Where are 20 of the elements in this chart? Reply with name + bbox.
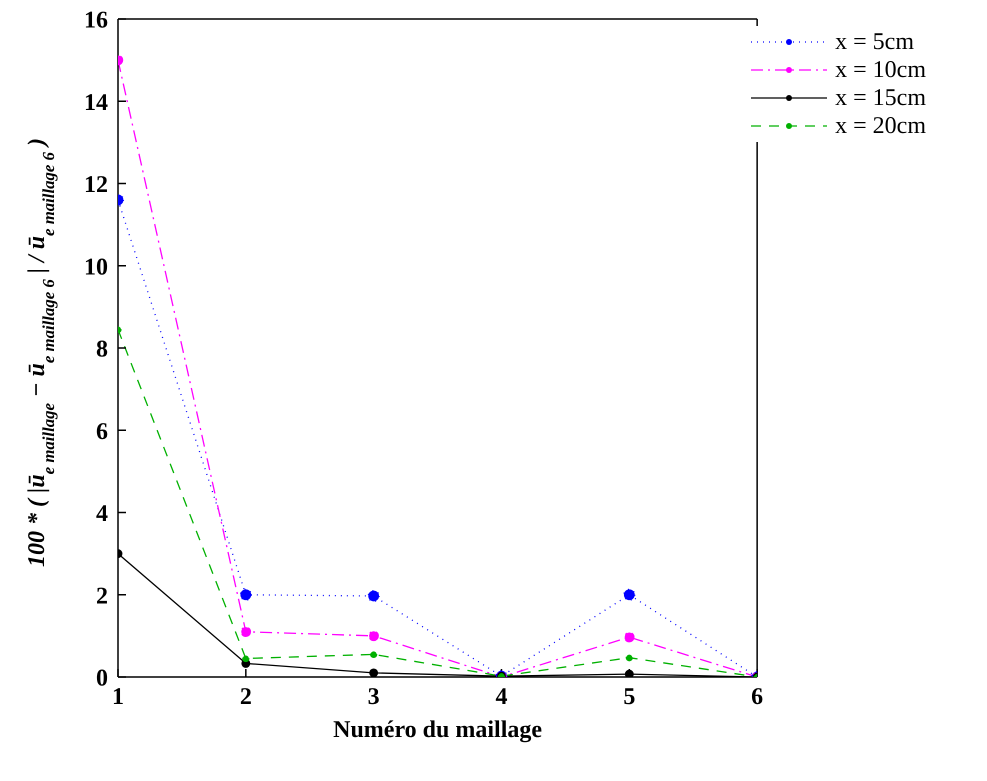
x-tick-label: 1 bbox=[112, 684, 124, 710]
legend-label: x = 10cm bbox=[835, 56, 926, 84]
y-tick-label: 8 bbox=[96, 336, 108, 363]
x-tick-label: 5 bbox=[623, 684, 636, 710]
y-tick-label: 0 bbox=[96, 666, 108, 692]
legend-label: x = 5cm bbox=[835, 28, 914, 56]
x-tick-label: 6 bbox=[751, 684, 764, 710]
y-tick-label: 6 bbox=[96, 418, 108, 445]
legend-label: x = 15cm bbox=[835, 84, 926, 112]
x-tick-label: 4 bbox=[495, 684, 508, 710]
x-tick-label: 3 bbox=[368, 684, 380, 710]
y-tick-label: 10 bbox=[84, 254, 108, 280]
y-tick-label: 12 bbox=[84, 172, 108, 198]
y-tick-label: 16 bbox=[84, 8, 108, 34]
y-tick-label: 14 bbox=[84, 90, 108, 116]
y-tick-label: 4 bbox=[96, 501, 108, 528]
x-tick-label: 2 bbox=[240, 684, 252, 710]
legend-label: x = 20cm bbox=[835, 112, 926, 140]
y-tick-label: 2 bbox=[96, 583, 108, 610]
x-axis-title: Numéro du maillage bbox=[333, 717, 542, 743]
